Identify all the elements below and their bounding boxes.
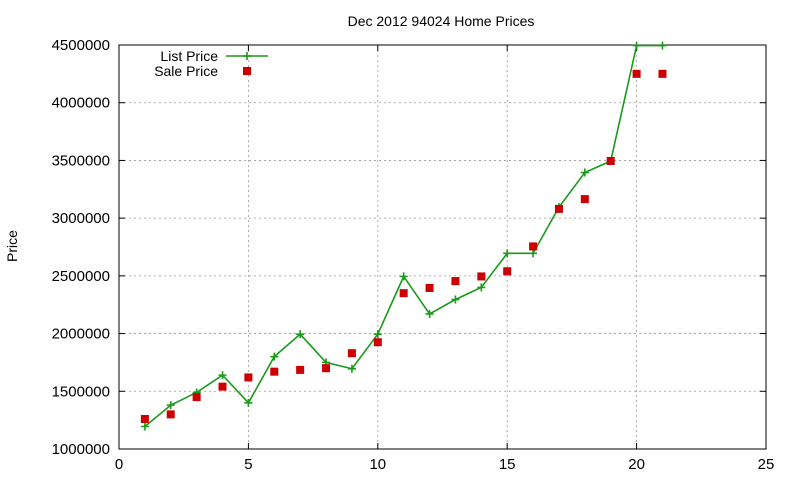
legend-label: List Price [160,48,218,64]
list-price-point [477,283,486,292]
chart-title: Dec 2012 94024 Home Prices [348,13,535,29]
sale-price-point [529,242,538,251]
x-tick-label: 5 [244,456,252,473]
sale-price-point [166,410,175,419]
legend-swatch-square [243,67,251,75]
y-tick-label: 3500000 [52,152,110,169]
series [140,41,667,431]
y-tick-label: 2000000 [52,326,110,343]
sale-price-point [658,69,667,78]
sale-price-point [606,157,615,166]
list-price-point [529,249,538,258]
list-price-point [632,41,641,50]
sale-price-point [477,272,486,281]
sale-price-point [192,393,201,402]
x-tick-label: 20 [628,456,645,473]
sale-price-point [373,338,382,347]
y-tick-label: 2500000 [52,268,110,285]
plot-frame [118,44,767,450]
list-price-point [425,309,434,318]
list-price-point [399,272,408,281]
list-price-point [503,249,512,258]
x-tick-label: 10 [369,456,386,473]
sale-price-point [322,364,331,373]
sale-price-point [399,289,408,298]
sale-price-point [218,382,227,391]
list-price-point [580,168,589,177]
sale-price-point [244,373,253,382]
list-price-point [451,295,460,304]
list-price-point [373,330,382,339]
list-price-point [658,41,667,50]
x-tick-label: 0 [115,456,123,473]
legend-label: Sale Price [154,63,218,79]
list-price-point [140,422,149,431]
sale-price-point [451,277,460,286]
sale-price-point [632,69,641,78]
y-tick-label: 1500000 [52,383,110,400]
sale-price-point [503,267,512,276]
y-tick-label: 1000000 [52,441,110,458]
list-price-point [218,371,227,380]
x-tick-label: 25 [758,456,775,473]
sale-price-point [580,195,589,204]
y-axis-label: Price [4,230,20,262]
list-price-point [347,364,356,373]
list-price-point [244,398,253,407]
y-tick-label: 4000000 [52,95,110,112]
sale-price-point [554,204,563,213]
sale-price-point [347,349,356,358]
x-tick-label: 15 [499,456,516,473]
sale-price-point [425,283,434,292]
sale-price-point [140,414,149,423]
axes: 0 5 10 15 20 25 1000000 1500000 2000000 2500000 30… [52,37,775,473]
sale-price-point [270,367,279,376]
list-price-point [270,352,279,361]
legend-swatch-plus [243,52,251,60]
grid [119,45,766,449]
list-price-point [296,330,305,339]
y-tick-label: 3000000 [52,210,110,227]
list-price-point [166,401,175,410]
sale-price-point [296,365,305,374]
y-tick-label: 4500000 [52,37,110,54]
